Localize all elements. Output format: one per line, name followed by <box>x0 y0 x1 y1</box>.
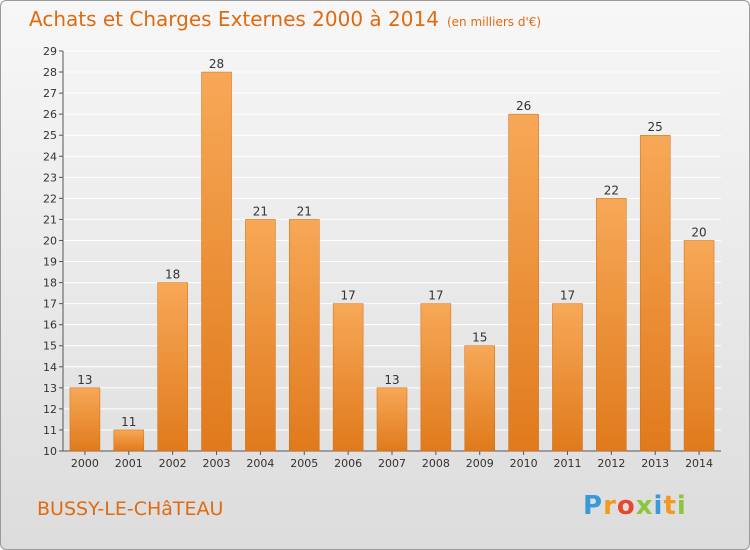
logo-letter: i <box>676 491 687 521</box>
value-label: 13 <box>384 373 399 387</box>
bar-2014 <box>683 240 715 452</box>
x-tick-label: 2002 <box>159 457 187 470</box>
value-label: 21 <box>253 204 268 218</box>
x-tick-label: 2014 <box>685 457 713 470</box>
value-label: 13 <box>77 373 92 387</box>
logo-letter: i <box>653 491 664 521</box>
y-tick-label: 26 <box>43 108 57 121</box>
y-tick-label: 23 <box>43 171 57 184</box>
value-label: 11 <box>121 415 136 429</box>
x-tick-label: 2001 <box>115 457 143 470</box>
value-label: 17 <box>560 289 575 303</box>
bar-2013 <box>639 134 671 452</box>
proxiti-logo: Proxiti <box>583 491 687 521</box>
commune-name: BUSSY-LE-CHâTEAU <box>37 498 224 520</box>
x-tick-label: 2013 <box>641 457 669 470</box>
x-tick-label: 2012 <box>597 457 625 470</box>
logo-letter: o <box>616 491 636 521</box>
x-tick-label: 2011 <box>553 457 581 470</box>
value-label: 15 <box>472 331 487 345</box>
chart-title: Achats et Charges Externes 2000 à 2014 (e… <box>29 7 541 31</box>
y-tick-label: 20 <box>43 234 57 247</box>
bar-2004 <box>245 219 276 452</box>
value-label: 26 <box>516 99 531 113</box>
y-tick-label: 22 <box>43 192 57 205</box>
y-tick-label: 11 <box>43 424 57 437</box>
unit-note: (en milliers d'€) <box>446 15 542 29</box>
bar-2009 <box>464 345 495 452</box>
title-text: Achats et Charges Externes 2000 à 2014 <box>29 7 439 31</box>
bar-2001 <box>113 429 145 452</box>
y-tick-label: 21 <box>43 213 57 226</box>
logo-letter: r <box>603 491 617 521</box>
logo-letter: t <box>663 491 677 521</box>
value-label: 17 <box>340 289 355 303</box>
bar-2005 <box>289 219 320 452</box>
y-tick-label: 25 <box>43 129 57 142</box>
bar-2002 <box>157 282 188 452</box>
y-tick-label: 28 <box>43 66 57 79</box>
y-tick-label: 27 <box>43 87 57 100</box>
x-tick-label: 2005 <box>290 457 318 470</box>
value-label: 17 <box>428 289 443 303</box>
logo-letter: P <box>583 491 604 521</box>
y-tick-label: 19 <box>43 256 57 269</box>
y-tick-label: 29 <box>43 45 57 58</box>
bar-2008 <box>420 303 452 452</box>
y-tick-label: 24 <box>43 150 57 163</box>
value-label: 20 <box>691 225 706 239</box>
y-tick-label: 16 <box>43 319 57 332</box>
bar-2012 <box>596 198 627 452</box>
x-tick-label: 2009 <box>466 457 494 470</box>
x-tick-label: 2008 <box>422 457 450 470</box>
x-tick-label: 2010 <box>510 457 538 470</box>
x-tick-label: 2000 <box>71 457 99 470</box>
logo-letter: x <box>635 491 654 521</box>
x-tick-label: 2003 <box>203 457 231 470</box>
bar-2011 <box>552 303 583 452</box>
bar-2006 <box>332 303 364 452</box>
value-label: 25 <box>648 120 663 134</box>
value-label: 28 <box>209 57 224 71</box>
value-label: 22 <box>604 183 619 197</box>
y-tick-label: 14 <box>43 361 57 374</box>
bar-2003 <box>201 71 232 452</box>
x-tick-label: 2006 <box>334 457 362 470</box>
bar-2007 <box>376 387 408 452</box>
bar-2010 <box>508 113 539 452</box>
y-tick-label: 13 <box>43 382 57 395</box>
value-label: 18 <box>165 268 180 282</box>
y-tick-label: 10 <box>43 445 57 458</box>
y-tick-label: 12 <box>43 403 57 416</box>
y-tick-label: 17 <box>43 298 57 311</box>
y-tick-label: 15 <box>43 340 57 353</box>
x-tick-label: 2004 <box>246 457 274 470</box>
x-tick-label: 2007 <box>378 457 406 470</box>
bar-2000 <box>69 387 101 452</box>
y-tick-label: 18 <box>43 277 57 290</box>
value-label: 21 <box>297 204 312 218</box>
